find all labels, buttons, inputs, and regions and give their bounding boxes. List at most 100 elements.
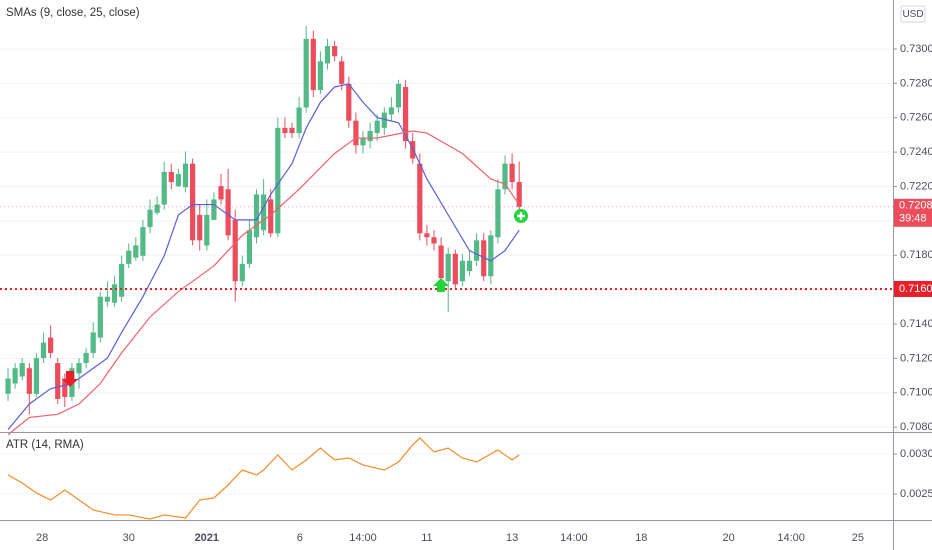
x-tick-label: 6 (297, 532, 303, 544)
candle-body (367, 130, 373, 142)
pane-title: SMAs (9, close, 25, close) (6, 7, 140, 19)
candle-body (495, 189, 501, 238)
candle-body (395, 83, 402, 108)
indicator-line (7, 83, 520, 430)
x-tick-label: 2021 (195, 532, 219, 544)
x-tick-label: 28 (36, 532, 48, 544)
candle-body (438, 245, 444, 279)
candle-body (190, 163, 196, 241)
candle-body (126, 250, 132, 264)
candle-body (502, 163, 508, 190)
candle-body (12, 368, 18, 384)
signal-dot-plus (517, 212, 525, 220)
alert-price-label: 0.71604 (899, 283, 932, 295)
currency[interactable]: USD (902, 9, 923, 20)
sell-arrow (62, 371, 78, 387)
candle-body (140, 227, 146, 256)
candle-body (204, 214, 210, 246)
candle-body (474, 240, 480, 261)
x-tick-label: 25 (852, 532, 864, 544)
candle-body (76, 363, 82, 374)
candle-body (104, 296, 111, 302)
candle-body (154, 204, 160, 213)
candle-body (424, 233, 430, 238)
candle-body (303, 38, 309, 108)
candle-body (353, 120, 359, 146)
candle-body (403, 86, 409, 142)
candle-body (182, 163, 189, 188)
candle-body (332, 46, 338, 57)
candle-body (218, 186, 224, 200)
last-price-box (894, 198, 932, 227)
candle-body (26, 368, 32, 394)
candle-body (388, 107, 395, 115)
candle-body (310, 38, 316, 91)
candle-body (253, 194, 260, 238)
buy-arrow (433, 278, 449, 292)
candle-body (360, 138, 366, 146)
candle-body (289, 127, 295, 134)
indicator-line (7, 130, 520, 436)
candle-body (161, 171, 167, 205)
x-tick-label: 13 (506, 532, 518, 544)
candle-body (431, 237, 437, 244)
candle-body (40, 342, 47, 359)
y-tick-label: 0.00300 (900, 448, 932, 460)
candle-body (211, 199, 217, 220)
candle-body (445, 253, 451, 282)
candle-body (339, 61, 345, 84)
candle-body (459, 260, 466, 282)
candle-body (246, 230, 253, 264)
x-tick-label: 14:00 (349, 532, 377, 544)
candle-body (90, 332, 96, 353)
x-tick-label: 14:00 (777, 532, 805, 544)
countdown-label: 39:48 (899, 213, 927, 225)
candle-body (168, 171, 174, 183)
currency-button[interactable] (900, 5, 926, 23)
candle-body (147, 209, 153, 228)
candle-body (175, 173, 182, 187)
indicator-line (7, 437, 520, 520)
candle-body (481, 240, 487, 277)
candle-body (97, 296, 103, 338)
candle-body (197, 214, 203, 241)
candle-body (261, 194, 267, 231)
candle-body (268, 199, 274, 234)
candle-body (296, 107, 302, 134)
candle-body (83, 352, 89, 364)
candle-body (346, 83, 352, 121)
candle-body (488, 235, 494, 277)
candle-body (509, 163, 515, 183)
x-tick-label: 18 (635, 532, 647, 544)
candle-body (417, 163, 423, 234)
alert-price-box (894, 280, 932, 297)
candle-body (466, 260, 473, 272)
candle-body (282, 127, 288, 134)
candle-body (119, 263, 125, 297)
candle-body (62, 378, 68, 397)
candle-body (239, 263, 245, 282)
candle-body (516, 182, 522, 207)
candle-body (324, 46, 331, 64)
x-tick-label: 30 (123, 532, 135, 544)
x-tick-label: 11 (421, 532, 432, 544)
candle-body (19, 363, 25, 377)
candle-body (133, 245, 139, 258)
candle-body (275, 127, 281, 234)
pane-title: ATR (14, RMA) (6, 439, 84, 451)
plot (0, 25, 893, 520)
candle-body (5, 378, 11, 394)
candle-body (55, 363, 61, 399)
